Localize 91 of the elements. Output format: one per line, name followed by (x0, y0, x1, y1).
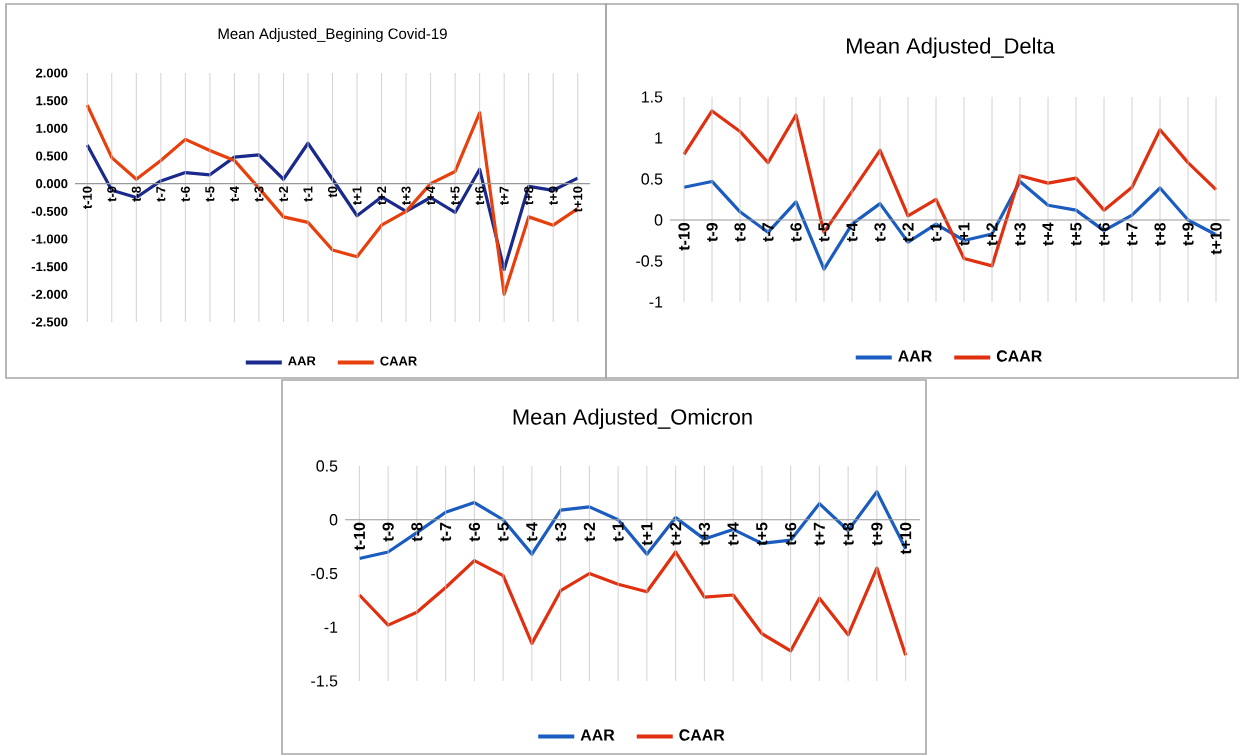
x-tick-label: t+5 (450, 186, 460, 205)
chart-title: Mean Adjusted_Omicron (513, 408, 752, 429)
x-tick-label: t+10 (573, 186, 583, 213)
legend-label: CAAR (380, 356, 417, 366)
x-tick-label: t-1 (612, 522, 624, 542)
chart-title: Mean Adjusted_Begining Covid-19 (218, 28, 447, 42)
x-tick-label: t-6 (468, 522, 481, 542)
x-tick-label: t-10 (353, 522, 366, 551)
x-tick-label: t+1 (641, 522, 653, 546)
y-tick-label: -1.5 (311, 675, 338, 687)
y-tick-label: -0.500 (31, 206, 68, 216)
x-tick-label: t+2 (986, 223, 998, 246)
x-tick-label: t-4 (229, 186, 239, 202)
y-tick-label: -1.500 (31, 262, 68, 272)
x-tick-label: t0 (327, 186, 338, 198)
legend-label: AAR (898, 350, 932, 362)
x-tick-label: t-3 (254, 186, 264, 202)
y-tick-label: 0 (654, 214, 663, 226)
x-tick-label: t+9 (548, 186, 558, 205)
x-tick-label: t+10 (900, 522, 912, 555)
x-tick-label: t-7 (440, 522, 452, 542)
x-tick-label: t+9 (871, 522, 883, 546)
y-tick-label: 2.000 (35, 68, 68, 78)
x-tick-label: t-6 (180, 186, 190, 202)
x-tick-label: t+3 (698, 522, 711, 546)
y-tick-label: -0.5 (311, 567, 338, 580)
x-tick-label: t-9 (382, 522, 394, 542)
x-tick-label: t-5 (497, 522, 509, 542)
x-tick-label: t-1 (303, 186, 313, 202)
x-tick-label: t-9 (107, 186, 117, 202)
y-tick-label: 0.5 (316, 460, 338, 472)
x-tick-label: t-2 (278, 186, 289, 202)
x-tick-label: t-8 (411, 522, 423, 542)
x-tick-label: t-4 (846, 222, 858, 242)
x-tick-label: t+2 (670, 522, 682, 546)
x-tick-label: t-7 (762, 223, 774, 242)
x-tick-label: t+4 (426, 186, 436, 205)
x-tick-label: t-5 (818, 222, 830, 242)
y-tick-label: -1 (324, 621, 338, 633)
y-tick-label: -1 (649, 296, 663, 308)
x-tick-label: t+5 (756, 522, 768, 546)
x-tick-label: t-10 (678, 223, 690, 251)
y-tick-label: 0.5 (641, 173, 663, 185)
x-tick-label: t+9 (1182, 222, 1194, 246)
x-tick-label: t-4 (526, 522, 538, 542)
x-tick-label: t+8 (524, 186, 534, 205)
x-tick-label: t+4 (727, 522, 739, 546)
x-tick-label: t+2 (376, 186, 387, 205)
y-tick-label: 0.000 (36, 179, 68, 189)
legend-label: AAR (580, 729, 615, 741)
x-tick-label: t-10 (82, 186, 92, 209)
x-tick-label: t+5 (1070, 222, 1082, 246)
x-tick-label: t-5 (205, 186, 215, 202)
x-tick-label: t-6 (790, 222, 802, 242)
x-tick-label: t+8 (1154, 222, 1166, 246)
y-tick-label: 1 (655, 132, 663, 144)
y-tick-label: -2.500 (31, 317, 68, 327)
x-tick-label: t+6 (475, 186, 485, 205)
x-tick-label: t-8 (734, 222, 746, 242)
x-tick-label: t+8 (842, 522, 854, 546)
legend-label: CAAR (996, 350, 1042, 362)
legend-label: AAR (288, 356, 316, 366)
y-tick-label: 1.5 (642, 91, 663, 103)
x-tick-label: t+3 (1014, 222, 1026, 246)
y-tick-label: 1.000 (36, 123, 68, 133)
y-tick-label: 0.500 (36, 151, 68, 161)
y-tick-label: 1.500 (36, 96, 68, 106)
x-tick-label: t+6 (1098, 222, 1110, 246)
x-tick-label: t-7 (156, 186, 166, 202)
x-tick-label: t-9 (706, 222, 718, 242)
y-tick-label: -2.000 (31, 289, 68, 299)
x-tick-label: t+7 (1126, 223, 1138, 246)
x-tick-label: t-3 (554, 522, 567, 542)
x-tick-label: t+10 (1210, 223, 1222, 255)
x-tick-label: t+3 (401, 186, 411, 205)
y-tick-label: 0 (329, 514, 338, 526)
x-tick-label: t+1 (958, 222, 970, 246)
x-tick-label: t-2 (583, 522, 595, 542)
x-tick-label: t+6 (784, 522, 797, 546)
x-tick-label: t-2 (902, 223, 914, 242)
x-tick-label: t+7 (499, 186, 509, 205)
x-tick-label: t-3 (874, 222, 886, 242)
chart-title: Mean Adjusted_Delta (847, 37, 1055, 58)
x-tick-label: t+7 (813, 522, 825, 546)
x-tick-label: t-1 (930, 222, 942, 242)
legend-label: CAAR (679, 729, 725, 741)
x-tick-label: t+4 (1042, 222, 1054, 246)
y-tick-label: -0.5 (636, 255, 663, 267)
x-tick-label: t-8 (131, 186, 141, 202)
y-tick-label: -1.000 (31, 234, 68, 244)
x-tick-label: t+1 (352, 186, 362, 205)
